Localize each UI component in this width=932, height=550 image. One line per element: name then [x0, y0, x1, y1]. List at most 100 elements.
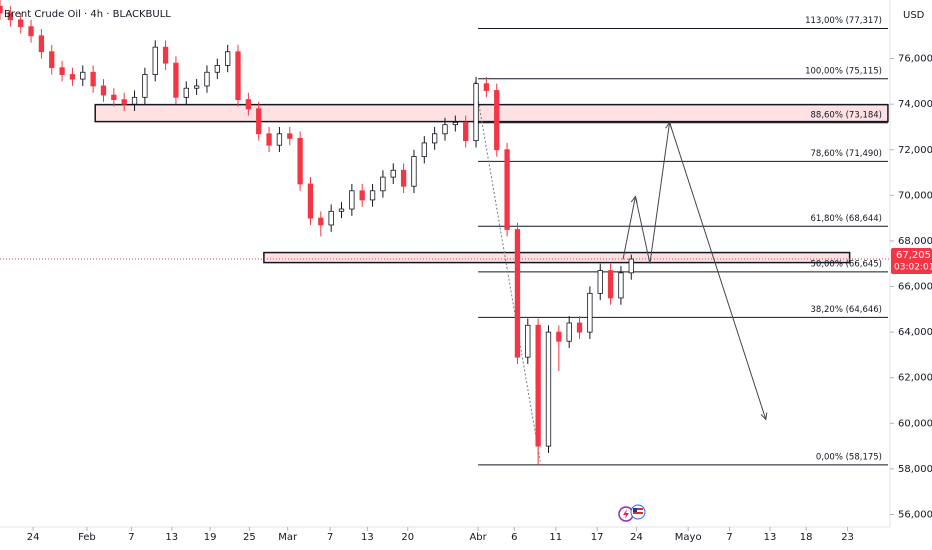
countdown-label: 03:02:01	[894, 263, 932, 273]
candle-body	[235, 51, 241, 101]
candle-body	[597, 270, 603, 294]
y-tick-label: 58,000	[898, 464, 932, 475]
arrowhead	[630, 195, 638, 204]
candle-body	[49, 51, 55, 69]
y-tick-label: 66,000	[898, 282, 932, 293]
candle-body	[463, 122, 469, 142]
candle-body	[483, 83, 490, 91]
candle-body	[183, 87, 189, 98]
x-tick-label: 24	[27, 532, 40, 543]
x-tick-label: 18	[800, 532, 813, 543]
candle-body	[452, 122, 458, 126]
icons	[618, 504, 646, 522]
x-tick-label: 13	[361, 532, 374, 543]
candle-body	[214, 65, 220, 73]
candle-body	[69, 74, 76, 80]
x-tick-label: 13	[764, 532, 777, 543]
candle-body	[607, 270, 614, 299]
candle-body	[307, 183, 314, 219]
fib-label: 61,80% (68,644)	[811, 214, 883, 224]
x-tick-label: Abr	[469, 532, 487, 543]
plot: 113,00% (77,317) 100,00% (75,115) 88,60% (…	[0, 0, 890, 466]
candle-body	[318, 217, 324, 226]
last-price-box	[891, 248, 932, 275]
candle-body	[473, 83, 479, 142]
candle-body	[556, 331, 562, 342]
arrowhead	[760, 412, 768, 421]
y-tick-label: 56,000	[898, 509, 932, 520]
flag-canton	[633, 508, 637, 512]
currency: USD	[903, 10, 925, 21]
candle-body	[297, 137, 303, 185]
y-tick-label: 76,000	[898, 54, 932, 65]
x-tick-label: 7	[327, 532, 333, 543]
candle-body	[162, 46, 169, 64]
candle-body	[566, 322, 572, 342]
candle-body	[442, 124, 448, 135]
arrowhead	[665, 121, 673, 130]
x-tick-label: 25	[243, 532, 256, 543]
candle-body	[90, 71, 96, 87]
candle-body	[7, 12, 13, 21]
candle-body	[359, 190, 365, 201]
candle-body	[59, 67, 65, 75]
candle-body	[28, 26, 34, 37]
y-tick-label: 64,000	[898, 327, 932, 338]
zone	[94, 103, 889, 123]
candle-body	[400, 169, 407, 187]
fib-label: 100,00% (75,115)	[805, 66, 882, 76]
candle-body	[338, 208, 345, 212]
y-tick-label: 74,000	[898, 99, 932, 110]
fib-label: 88,60% (73,184)	[811, 110, 883, 120]
candle-body	[525, 324, 531, 358]
candle-body	[421, 142, 427, 157]
candle-body	[576, 322, 583, 333]
x-tick-label: 23	[841, 532, 854, 543]
candle-body	[131, 96, 138, 105]
candle-body	[121, 99, 127, 105]
candle-body	[628, 258, 634, 274]
candle-body	[514, 229, 521, 358]
x-tick-label: Mayo	[675, 532, 702, 543]
flag-stripe	[633, 508, 643, 510]
candle-body	[204, 71, 210, 87]
candle-body	[18, 19, 24, 28]
x-tick-label: Feb	[78, 532, 96, 543]
x-tick-label: 6	[511, 532, 517, 543]
chart-title: Brent Crude Oil · 4h · BLACKBULL	[4, 9, 171, 20]
y-tick-label: 60,000	[898, 418, 932, 429]
x-tick-label: 19	[204, 532, 217, 543]
projection-path	[622, 122, 767, 420]
fib-label: 113,00% (77,317)	[805, 16, 882, 26]
candle-body	[193, 85, 200, 89]
candle-body	[287, 133, 293, 139]
candle-body	[173, 62, 179, 98]
candle-body	[245, 99, 252, 110]
fib-label: 0,00% (58,175)	[816, 452, 882, 462]
x-tick-label: 7	[128, 532, 134, 543]
flag-stripe	[633, 512, 643, 514]
candle-body	[411, 156, 417, 187]
x-tick-label: 20	[401, 532, 414, 543]
candle-body	[618, 272, 624, 299]
y-tick-label: 62,000	[898, 373, 932, 384]
candle-body	[587, 292, 593, 333]
last-price-label: 67,205	[896, 250, 931, 261]
candle-body	[369, 190, 376, 201]
fib-label: 38,20% (64,646)	[811, 305, 883, 315]
candle-body	[535, 324, 541, 447]
candle-body	[380, 176, 386, 192]
candle-body	[225, 51, 231, 66]
candle-body	[100, 85, 107, 96]
event-icon-glyph	[623, 509, 629, 519]
trend-line	[474, 81, 541, 462]
candle-body	[504, 149, 510, 230]
candle-body	[80, 71, 86, 80]
zone	[263, 251, 851, 264]
candle-body	[111, 94, 117, 101]
y-tick-label: 68,000	[898, 236, 932, 247]
candle-body	[266, 133, 272, 146]
candle-body	[328, 210, 334, 226]
